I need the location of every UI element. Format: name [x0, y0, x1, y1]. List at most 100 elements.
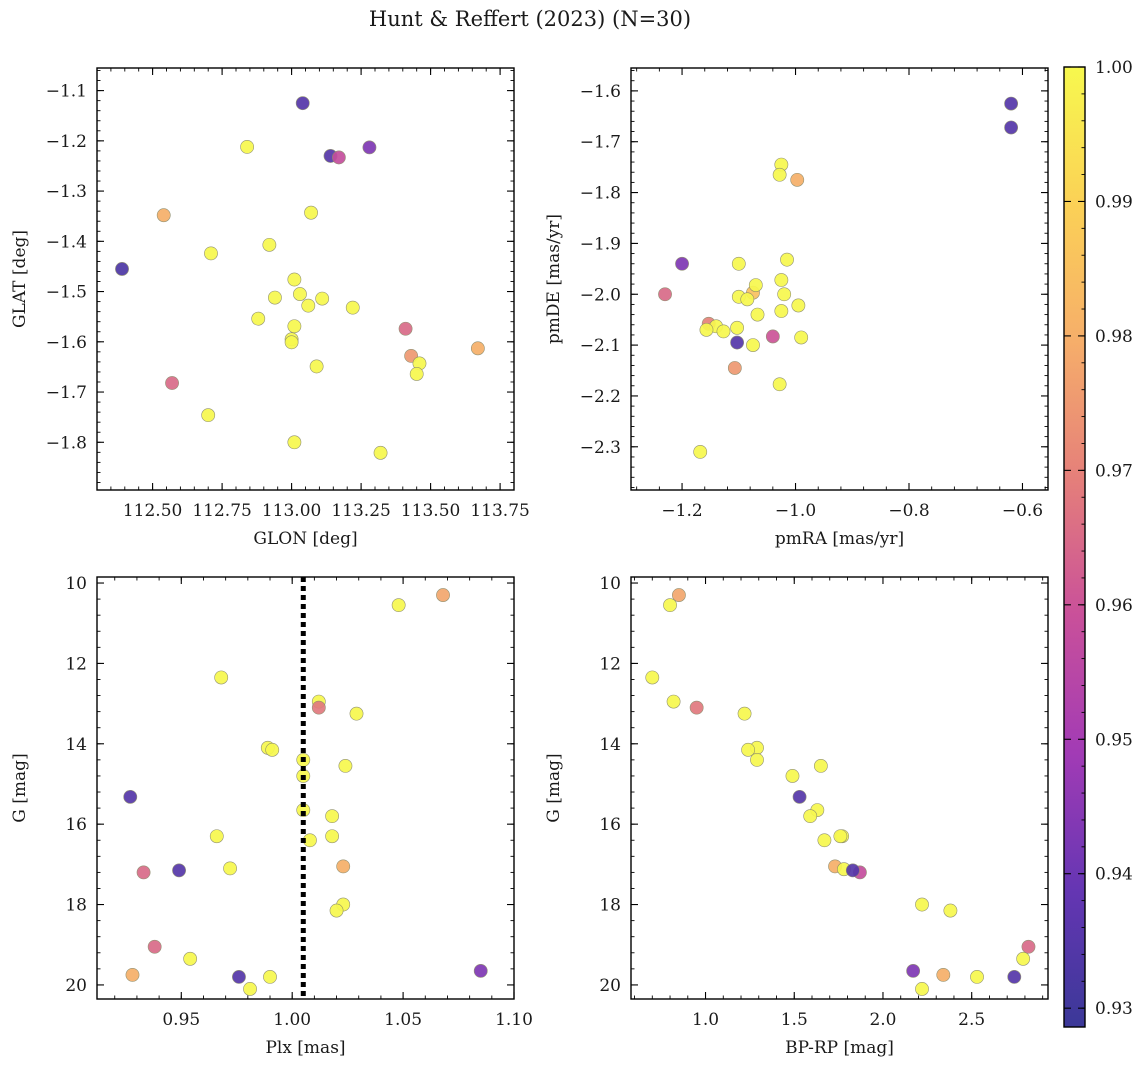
data-point	[943, 903, 958, 918]
y-tick-label: −1.6	[46, 333, 87, 353]
x-tick-label: 2.5	[958, 1010, 985, 1030]
colorbar-tick-label: 0.95	[1095, 730, 1133, 750]
data-point	[223, 861, 237, 876]
data-point	[765, 329, 780, 344]
x-tick-label: 113.75	[470, 501, 529, 521]
data-point	[172, 863, 186, 878]
data-point	[740, 292, 755, 307]
scatter-points	[645, 588, 1036, 996]
data-point	[658, 287, 672, 302]
data-point	[325, 809, 340, 824]
y-tick-label: 20	[599, 976, 621, 996]
data-point	[165, 376, 179, 390]
data-point	[345, 300, 360, 315]
y-axis-label: GLAT [deg]	[10, 230, 30, 328]
y-tick-label: −1.3	[46, 182, 87, 202]
y-tick-label: −1.2	[46, 132, 87, 152]
y-tick-label: −1.5	[46, 283, 87, 303]
data-point	[1007, 969, 1022, 984]
x-axis-label: Plx [mas]	[265, 1038, 345, 1058]
colorbar-tick-label: 0.96	[1095, 596, 1133, 616]
panel-bottom-right: 1.0 1.5 2.0 2.5 10 12 14 16 18 20 BP-RP [mag] G [ma…	[544, 574, 1049, 1058]
scatter-points	[658, 96, 1019, 459]
y-tick-label: 12	[65, 654, 87, 674]
data-point	[1004, 120, 1019, 135]
data-point	[915, 897, 929, 912]
panels: 112.50 112.75 113.00 113.25 113.50 113.75 −1.1…	[10, 67, 1049, 1058]
data-point	[970, 969, 984, 984]
data-point	[325, 829, 340, 844]
y-tick-label: −2.1	[580, 336, 621, 356]
data-point	[284, 335, 299, 350]
y-tick-label: −2.3	[580, 438, 621, 458]
data-point	[136, 865, 151, 880]
x-tick-label: 2.0	[869, 1010, 896, 1030]
data-point	[295, 96, 310, 111]
x-tick-label: −1.0	[775, 501, 816, 521]
axes-frame	[96, 67, 515, 491]
data-point	[774, 273, 789, 287]
y-tick-label: −1.8	[46, 433, 87, 453]
colorbar-tick-label: 0.97	[1095, 461, 1133, 481]
scatter-points	[115, 96, 485, 460]
data-point	[1004, 96, 1019, 111]
data-point	[436, 588, 450, 602]
data-point	[263, 969, 277, 984]
data-point	[777, 287, 792, 302]
axes-frame	[630, 67, 1049, 491]
y-tick-label: −1.1	[46, 82, 87, 102]
data-point	[473, 963, 488, 978]
data-point	[373, 445, 388, 460]
x-tick-label: 1.05	[384, 1010, 422, 1030]
y-tick-label: 18	[599, 896, 621, 916]
data-point	[470, 341, 485, 356]
data-point	[906, 963, 921, 978]
x-tick-label: −0.6	[1002, 501, 1043, 521]
colorbar-tick-label: 0.93	[1095, 999, 1133, 1019]
data-point	[750, 307, 765, 322]
data-point	[293, 287, 307, 301]
data-point	[115, 262, 129, 276]
data-point	[833, 829, 848, 844]
data-point	[689, 700, 704, 715]
x-tick-label: 0.95	[162, 1010, 200, 1030]
data-point	[209, 829, 224, 844]
y-axis-label: pmDE [mas/yr]	[544, 214, 564, 344]
data-point	[201, 408, 216, 423]
y-tick-label: 16	[65, 815, 87, 835]
data-point	[304, 205, 318, 220]
data-point	[748, 278, 763, 293]
data-point	[123, 789, 138, 804]
data-point	[741, 742, 756, 757]
data-point	[315, 291, 330, 306]
data-point	[268, 290, 282, 305]
y-tick-label: 14	[65, 735, 87, 755]
y-tick-label: 20	[65, 976, 87, 996]
data-point	[790, 172, 805, 187]
data-point	[663, 598, 677, 613]
data-point	[240, 139, 255, 154]
colorbar-tick-label: 1.00	[1095, 58, 1133, 78]
y-tick-label: −1.9	[580, 234, 621, 254]
y-tick-label: −2.0	[580, 285, 621, 305]
panel-top-right: −1.2 −1.0 −0.8 −0.6 −1.6 −1.7 −1.8 −1.9 −2.0 −2.1…	[544, 67, 1049, 549]
colorbar-gradient	[1064, 67, 1085, 1027]
y-tick-label: −1.7	[580, 133, 621, 153]
data-point	[214, 670, 229, 685]
data-point	[1016, 951, 1031, 966]
data-point	[730, 320, 744, 335]
x-axis-label: BP-RP [mag]	[785, 1038, 894, 1058]
data-point	[398, 321, 413, 336]
data-point	[338, 758, 353, 773]
data-point	[262, 237, 277, 252]
data-point	[774, 304, 789, 318]
data-point	[251, 311, 266, 326]
y-tick-label: −1.4	[46, 232, 87, 252]
axes-frame	[96, 576, 515, 1000]
x-axis-label: pmRA [mas/yr]	[775, 529, 904, 549]
data-point	[675, 256, 689, 271]
data-point	[287, 272, 302, 287]
x-tick-label: 1.10	[495, 1010, 533, 1030]
data-point	[311, 700, 326, 715]
y-tick-label: 12	[599, 654, 621, 674]
